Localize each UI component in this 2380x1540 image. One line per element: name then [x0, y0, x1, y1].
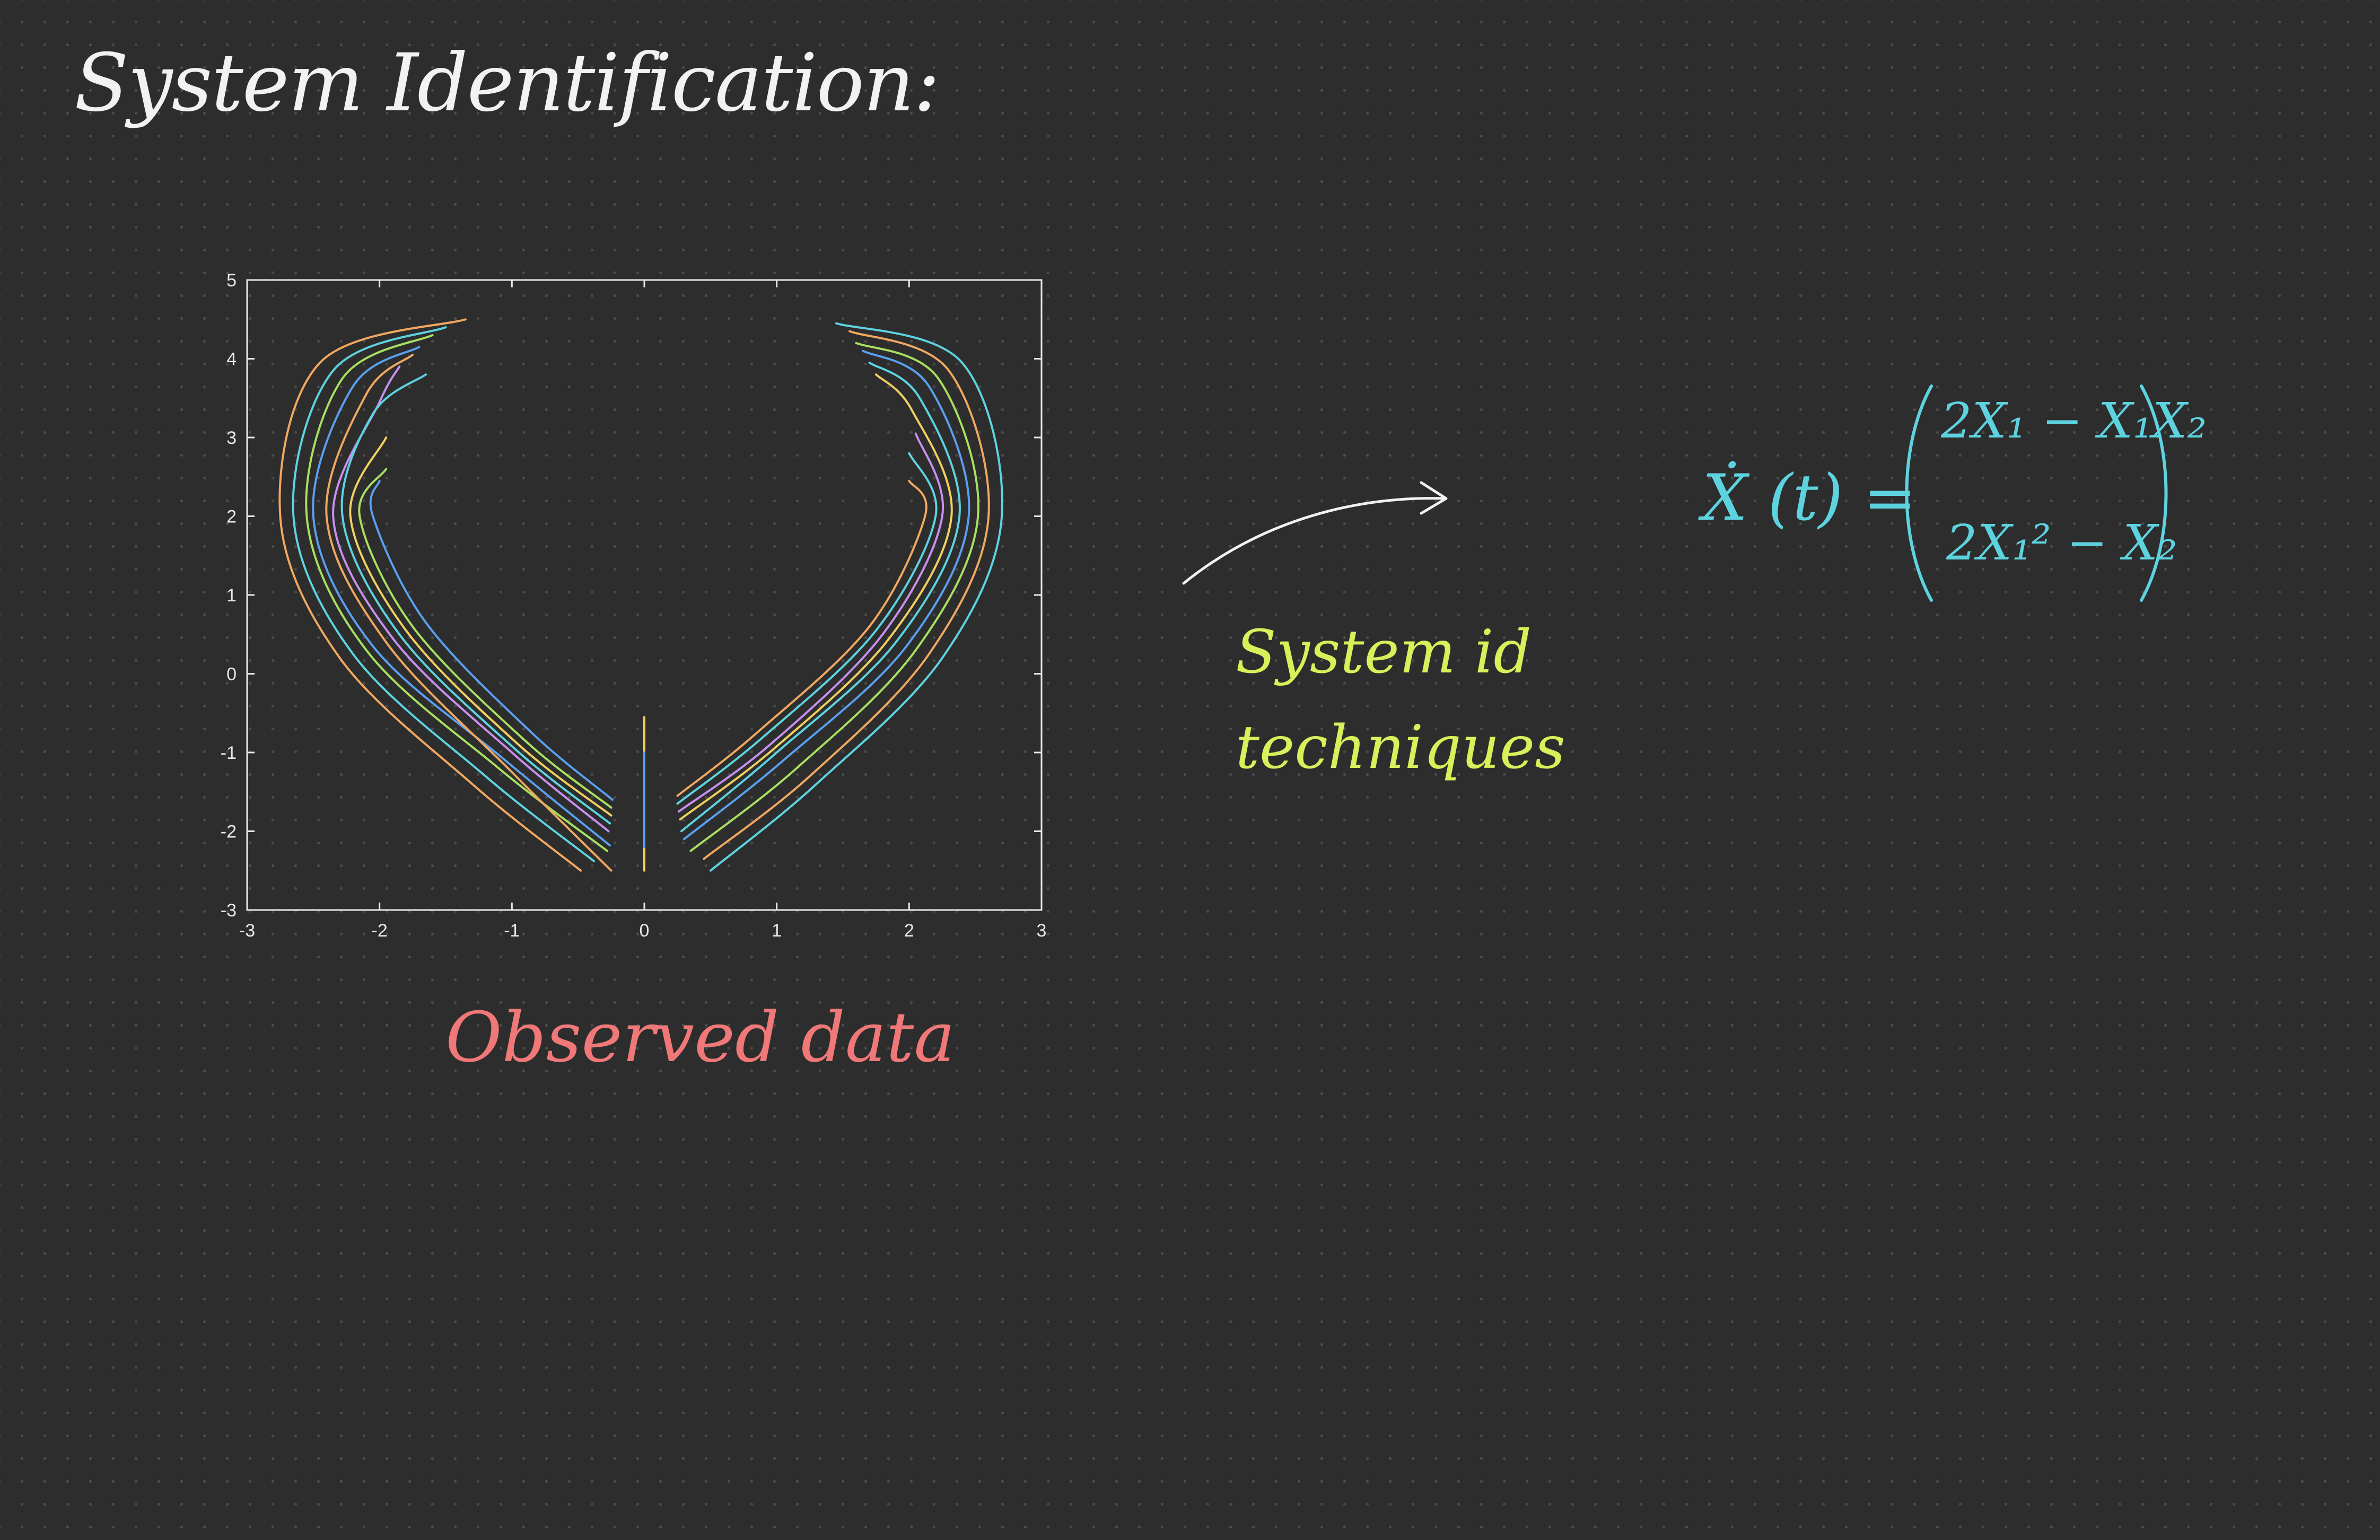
system-id-note: System id techniques: [1236, 605, 1565, 795]
trajectory-line-16: [680, 361, 961, 833]
x-tick-label: 3: [1037, 921, 1047, 941]
trajectory-line-3: [312, 346, 611, 847]
left-paren-icon: [1905, 384, 1933, 602]
trajectory-line-7: [349, 436, 612, 817]
y-tick-label: 1: [226, 585, 237, 606]
trajectory-line-13: [703, 330, 990, 860]
trajectory-line-4: [325, 354, 612, 872]
y-tick-label: -2: [221, 822, 237, 842]
system-id-note-line1: System id: [1236, 618, 1532, 687]
x-tick-label: 2: [904, 921, 914, 941]
y-tick-label: 5: [226, 270, 237, 291]
equation-row-1: 2X₁ − X₁X₂: [1941, 392, 2207, 449]
trajectory-line-18: [677, 432, 944, 813]
trajectory-line-12: [709, 322, 1003, 872]
trajectory-line-6: [340, 373, 611, 825]
trajectory-line-17: [679, 373, 953, 821]
right-paren-icon: [2140, 384, 2168, 602]
equation-lhs: Ẋ (t) =: [1702, 461, 1917, 535]
equation-row-2: 2X₁² − X₂: [1946, 514, 2177, 571]
trajectory-line-2: [305, 334, 609, 852]
x-tick-label: -3: [239, 921, 255, 941]
x-tick-label: -1: [504, 921, 520, 941]
trajectory-line-1: [292, 326, 596, 862]
y-tick-label: -3: [221, 900, 237, 921]
trajectory-line-0: [278, 318, 582, 872]
observed-data-caption: Observed data: [445, 997, 955, 1078]
page-title: System Identification:: [74, 37, 940, 129]
trajectory-line-9: [369, 479, 614, 801]
trajectory-line-19: [676, 452, 938, 805]
x-tick-label: 0: [640, 921, 650, 941]
y-tick-label: 0: [226, 664, 237, 685]
plot-series: [278, 318, 1003, 872]
trajectory-line-14: [689, 342, 979, 852]
x-tick-label: -2: [372, 921, 388, 941]
plot-ticks: -3 -2 -1 0 1 2 3 -3 -2 -1 0 1 2 3 4 5: [221, 270, 1047, 941]
system-id-note-line2: techniques: [1236, 713, 1565, 782]
trajectory-line-20: [676, 479, 928, 797]
y-tick-label: 2: [226, 507, 237, 527]
y-tick-label: 3: [226, 428, 237, 448]
trajectory-line-15: [682, 349, 970, 841]
y-tick-label: 4: [226, 349, 237, 370]
y-tick-label: -1: [221, 743, 237, 763]
x-tick-label: 1: [772, 921, 782, 941]
trajectory-line-8: [358, 468, 612, 809]
